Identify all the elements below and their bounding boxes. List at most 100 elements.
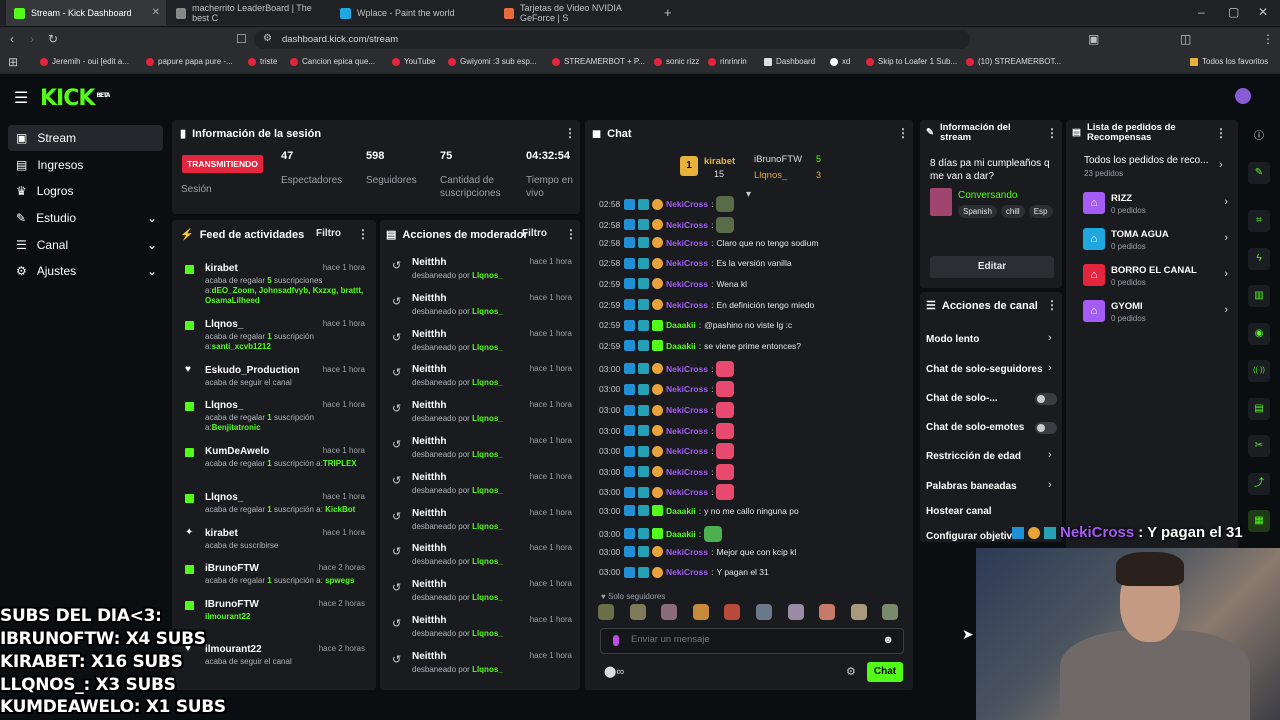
chat-username[interactable]: NekiCross — [666, 363, 709, 374]
toggle-switch[interactable] — [1035, 393, 1057, 405]
moderator-by-username[interactable]: Llqnos_ — [472, 378, 503, 388]
chat-username[interactable]: NekiCross — [666, 278, 709, 289]
new-tab-icon[interactable]: + — [664, 5, 672, 20]
collapse-pinned-icon[interactable]: ▾ — [746, 189, 752, 200]
reward-item[interactable]: ⌂ RIZZ 0 pedidos › — [1083, 192, 1228, 222]
clapper-icon[interactable]: ▦ — [1248, 510, 1270, 532]
chat-username[interactable]: NekiCross — [666, 199, 709, 209]
channel-action-6[interactable]: Hostear canal — [926, 506, 992, 517]
edit-stream-button[interactable]: Editar — [930, 256, 1054, 278]
activity-username[interactable]: ilmourant22 — [205, 644, 262, 655]
activity-username[interactable]: Llqnos_ — [205, 400, 244, 411]
activity-username[interactable]: Eskudo_Production — [205, 365, 300, 376]
chat-message-field[interactable] — [631, 634, 871, 645]
sidebar-item-canal[interactable]: ☰ Canal ⌄ — [16, 238, 157, 252]
tab-wplace[interactable]: Wplace - Paint the world — [332, 0, 494, 26]
moderator-by-username[interactable]: Llqnos_ — [472, 306, 503, 316]
chevron-right-icon[interactable]: › — [1048, 449, 1052, 461]
channel-action-0[interactable]: Modo lento — [926, 334, 980, 345]
toggle-switch[interactable] — [1035, 422, 1057, 434]
sidebar-item-logros[interactable]: ♛ Logros — [16, 184, 74, 198]
sidebar-item-ingresos[interactable]: ▤ Ingresos — [16, 158, 84, 172]
broadcast-icon[interactable]: ((·)) — [1248, 360, 1270, 382]
moderator-target-username[interactable]: Neitthh — [412, 579, 447, 591]
menu-icon[interactable]: ⋮ — [1262, 32, 1274, 46]
tag[interactable]: Esp — [1028, 205, 1053, 218]
url-input[interactable]: ⚙ dashboard.kick.com/stream — [254, 30, 970, 49]
activity-username[interactable]: Llqnos_ — [205, 319, 244, 330]
chat-username[interactable]: NekiCross — [666, 299, 709, 310]
channel-action-1[interactable]: Chat de solo-seguidores — [926, 364, 1043, 375]
tab-macherrito-leaderboard[interactable]: macherrito LeaderBoard | The best C — [168, 0, 328, 26]
emote-icon[interactable] — [629, 604, 646, 620]
chat-username[interactable]: NekiCross — [666, 425, 709, 436]
bolt-icon[interactable]: ϟ — [1248, 248, 1270, 270]
bookmark-item[interactable]: xd — [830, 57, 850, 66]
channel-action-7[interactable]: Configurar objetivo — [926, 531, 1019, 542]
moderator-by-username[interactable]: Llqnos_ — [472, 485, 503, 495]
channel-action-3[interactable]: Chat de solo-emotes — [926, 422, 1025, 433]
user-avatar[interactable] — [1235, 88, 1251, 104]
site-info-icon[interactable]: ⚙ — [263, 33, 272, 44]
chat-settings-icon[interactable]: ⚙ — [846, 666, 856, 678]
share-icon[interactable]: ⤴ — [1248, 473, 1270, 495]
moderator-by-username[interactable]: Llqnos_ — [472, 271, 503, 280]
chat-username[interactable]: NekiCross — [666, 567, 709, 578]
chat-username[interactable]: NekiCross — [666, 384, 709, 395]
back-icon[interactable]: ‹ — [10, 32, 14, 46]
moderator-by-username[interactable]: Llqnos_ — [472, 521, 503, 531]
bookmark-item[interactable]: triste — [248, 57, 277, 66]
moderator-target-username[interactable]: Neitthh — [412, 400, 447, 412]
reward-item[interactable]: ⌂ TOMA AGUA 0 pedidos › — [1083, 228, 1228, 258]
bookmark-item[interactable]: (10) STREAMERBOT... — [966, 57, 1061, 66]
chat-username[interactable]: NekiCross — [666, 446, 709, 457]
maximize-icon[interactable]: ▢ — [1228, 5, 1240, 19]
bookmark-item[interactable]: Cancion epica que... — [290, 57, 375, 66]
reload-icon[interactable]: ↻ — [48, 32, 59, 46]
clipboard-icon[interactable]: ▥ — [1248, 285, 1270, 307]
all-bookmarks-folder[interactable]: Todos los favoritos — [1190, 57, 1268, 66]
activity-username[interactable]: KumDeAwelo — [205, 446, 270, 457]
chevron-right-icon[interactable]: › — [1219, 159, 1223, 171]
bookmark-item[interactable]: STREAMERBOT + P... — [552, 57, 645, 66]
activity-more-icon[interactable]: ⋮ — [357, 227, 369, 241]
chat-username[interactable]: NekiCross — [666, 219, 709, 230]
hamburger-menu-icon[interactable]: ☰ — [14, 90, 29, 107]
emote-icon[interactable] — [882, 604, 899, 620]
points-icon[interactable]: ⬤∞ — [604, 666, 625, 678]
activity-username[interactable]: iBrunoFTW — [205, 563, 259, 574]
bookmark-item[interactable]: papure papa pure -... — [146, 57, 233, 66]
tools-icon[interactable]: ✂ — [1248, 435, 1270, 457]
moderator-by-username[interactable]: Llqnos_ — [472, 664, 503, 674]
sidebar-icon[interactable]: ◫ — [1180, 32, 1192, 46]
reward-item[interactable]: ⌂ GYOMI 0 pedidos › — [1083, 300, 1228, 330]
chat-username[interactable]: Daaakii — [666, 340, 696, 351]
sidebar-item-estudio[interactable]: ✎ Estudio ⌄ — [16, 211, 157, 225]
emote-icon[interactable] — [787, 604, 804, 620]
emote-icon[interactable] — [692, 604, 709, 620]
emote-icon[interactable] — [724, 604, 741, 620]
crop-icon[interactable]: ⌗ — [1248, 210, 1270, 232]
session-more-icon[interactable]: ⋮ — [564, 126, 576, 140]
activity-filter-button[interactable]: Filtro — [316, 228, 341, 239]
close-tab-icon[interactable]: ✕ — [151, 7, 160, 18]
moderator-by-username[interactable]: Llqnos_ — [472, 593, 503, 603]
chat-icon[interactable]: ◉ — [1248, 323, 1270, 345]
moderator-target-username[interactable]: Neitthh — [412, 328, 447, 340]
stream-info-more-icon[interactable]: ⋮ — [1046, 126, 1058, 140]
extension-icon[interactable]: ▣ — [1088, 32, 1100, 46]
activity-username[interactable]: Llqnos_ — [205, 492, 244, 503]
moderator-by-username[interactable]: Llqnos_ — [472, 414, 503, 424]
moderator-by-username[interactable]: Llqnos_ — [472, 557, 503, 567]
activity-username[interactable]: IBrunoFTW — [205, 599, 259, 610]
chat-username[interactable]: NekiCross — [666, 258, 709, 269]
kick-logo[interactable]: KICK BETA — [40, 86, 110, 111]
bookmark-item[interactable]: rinrinrin — [708, 57, 747, 66]
moderator-target-username[interactable]: Neitthh — [412, 436, 447, 447]
activity-username[interactable]: kirabet — [205, 528, 238, 539]
moderator-more-icon[interactable]: ⋮ — [565, 227, 577, 241]
channel-action-2[interactable]: Chat de solo-... — [926, 393, 998, 404]
bookmark-item[interactable]: YouTube — [392, 57, 435, 66]
apps-icon[interactable]: ⊞ — [8, 55, 19, 69]
bookmark-item[interactable]: Jeremih - oui [edit a... — [40, 57, 129, 66]
